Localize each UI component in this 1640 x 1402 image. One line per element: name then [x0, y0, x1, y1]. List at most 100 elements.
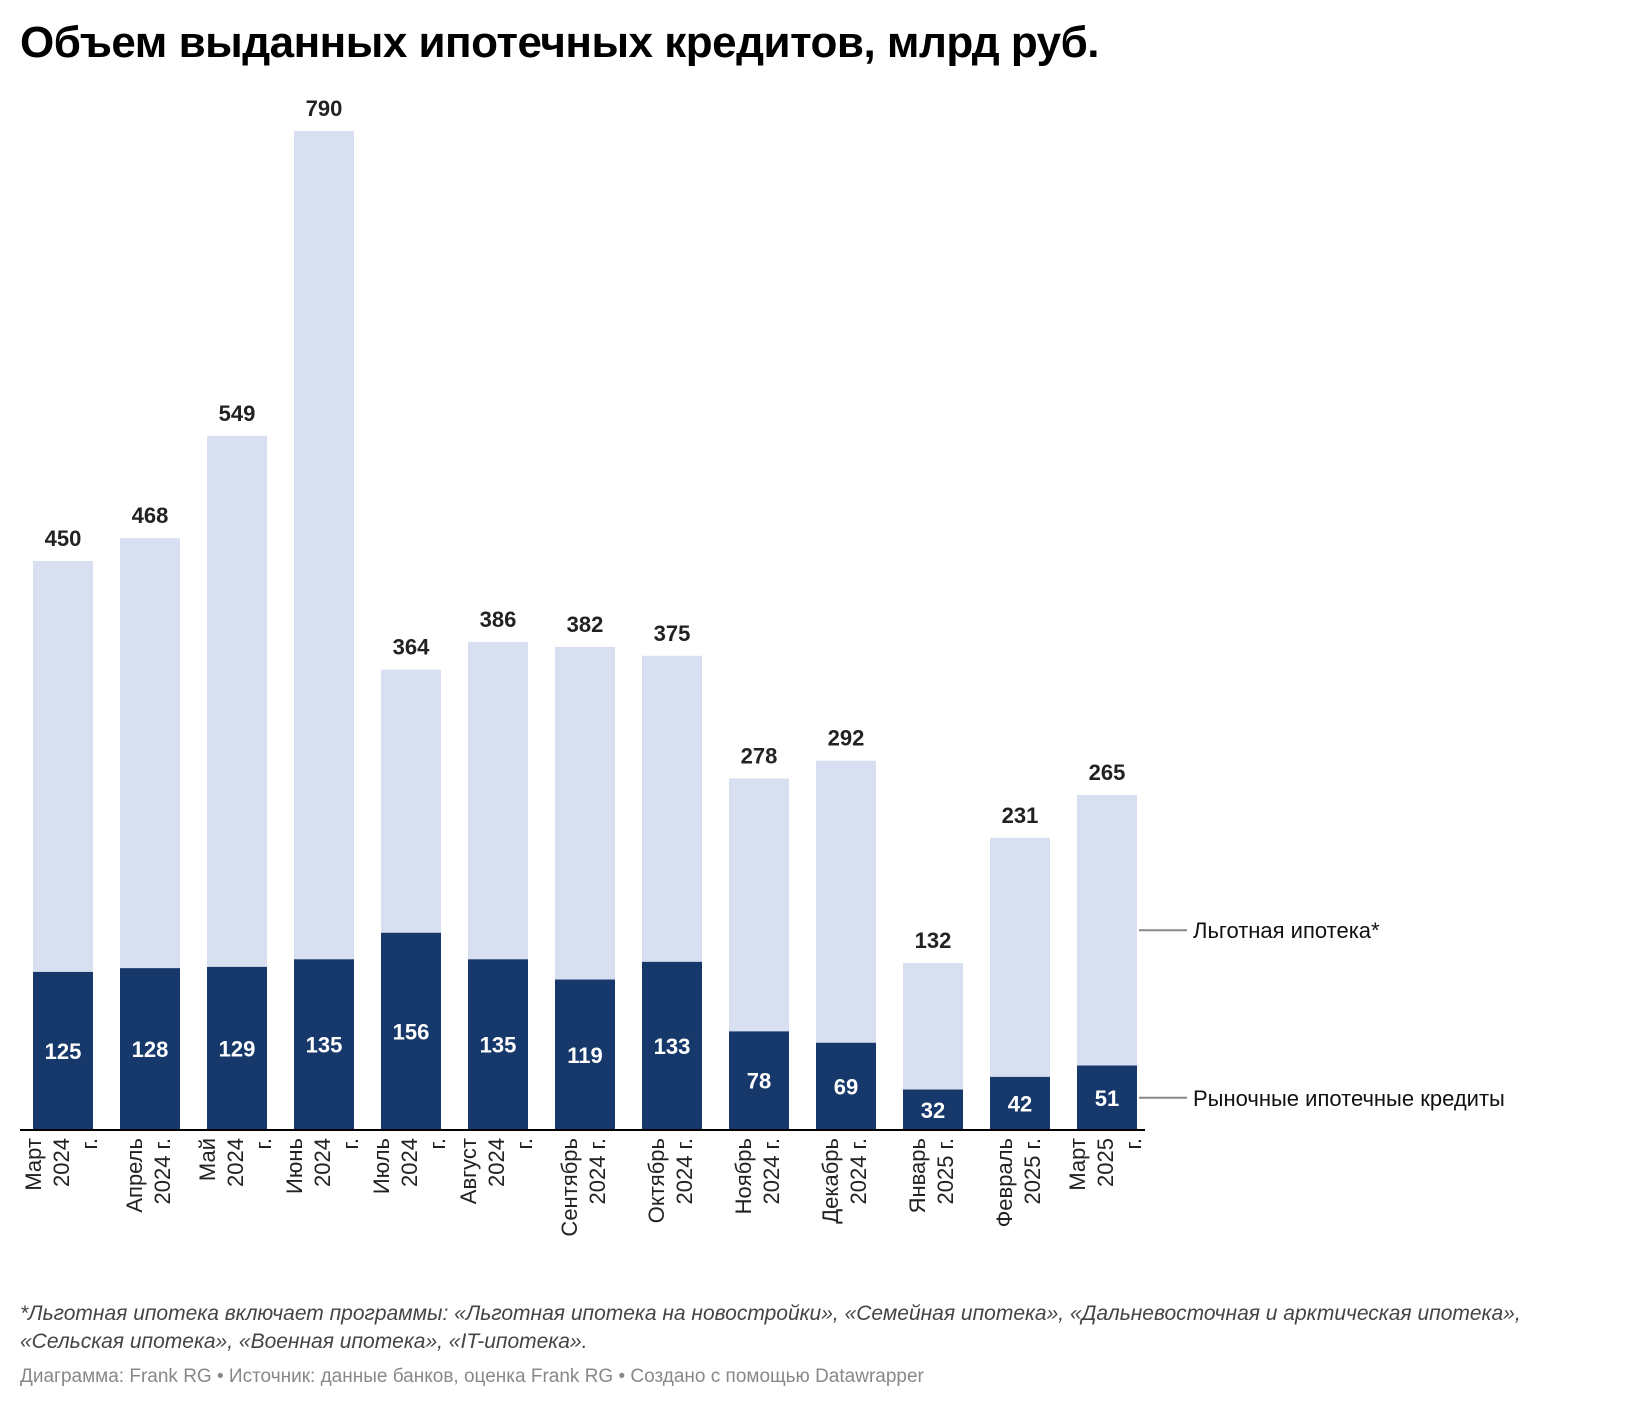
legend-label-market: Рыночные ипотечные кредиты	[1193, 1086, 1505, 1111]
market-value-label: 42	[1008, 1091, 1032, 1116]
x-tick-label-line: 2024 г.	[672, 1138, 697, 1205]
bar-preferential	[1077, 794, 1137, 1066]
market-value-label: 133	[654, 1034, 691, 1059]
x-tick-label-line: 2025 г.	[1020, 1138, 1045, 1205]
market-value-label: 156	[393, 1019, 430, 1044]
bar-market	[729, 1031, 789, 1130]
bar-preferential	[468, 641, 528, 960]
total-value-label: 468	[132, 503, 169, 528]
total-value-label: 231	[1002, 803, 1039, 828]
total-value-label: 375	[654, 621, 691, 646]
footnote: *Льготная ипотека включает программы: «Л…	[20, 1302, 1521, 1353]
x-tick-label: Август 2024 г.	[456, 1138, 537, 1204]
x-tick-label-line: Январь	[905, 1138, 930, 1213]
x-tick-label: Март 2025 г.	[1065, 1138, 1146, 1191]
x-tick-label-line: 2024 г.	[150, 1138, 175, 1205]
x-tick-label: Июнь 2024 г.	[282, 1138, 363, 1194]
bar-preferential	[33, 560, 93, 972]
bar-preferential	[903, 963, 963, 1090]
x-tick-label: Январь 2025 г.	[905, 1138, 958, 1213]
total-value-label: 132	[915, 928, 952, 953]
bar-preferential	[729, 778, 789, 1032]
bar-preferential	[120, 538, 180, 969]
total-value-label: 386	[480, 607, 517, 632]
x-tick-label-line: г.	[425, 1138, 450, 1149]
market-value-label: 78	[747, 1069, 771, 1094]
x-tick-label-line: г.	[512, 1138, 537, 1149]
x-tick-label-line: 2024 г.	[846, 1138, 871, 1205]
x-tick-label: Октябрь 2024 г.	[644, 1138, 697, 1223]
x-tick-label-line: г.	[1121, 1138, 1146, 1149]
x-tick-label-line: Май	[195, 1138, 220, 1181]
bar-market	[120, 968, 180, 1130]
market-value-label: 51	[1095, 1086, 1119, 1111]
x-tick-label: Сентябрь 2024 г.	[557, 1138, 610, 1237]
x-tick-label-line: Ноябрь	[731, 1138, 756, 1214]
x-tick-label: Июль 2024 г.	[369, 1138, 450, 1194]
x-tick-label-line: г.	[251, 1138, 276, 1149]
credits: Диаграмма: Frank RG • Источник: данные б…	[20, 1366, 924, 1387]
legend-label-preferential: Льготная ипотека*	[1193, 918, 1380, 943]
x-tick-label-line: Июль	[369, 1138, 394, 1194]
bar-preferential	[816, 760, 876, 1043]
market-value-label: 69	[834, 1074, 858, 1099]
bars-layer	[33, 131, 1137, 1130]
x-tick-label: Май 2024 г.	[195, 1138, 276, 1187]
bar-market	[903, 1089, 963, 1130]
bar-preferential	[642, 655, 702, 962]
x-tick-label-line: г.	[338, 1138, 363, 1149]
market-value-label: 135	[306, 1033, 343, 1058]
x-tick-label-line: Март	[21, 1138, 46, 1191]
x-tick-label-line: г.	[77, 1138, 102, 1149]
bar-preferential	[207, 435, 267, 967]
x-tick-label-line: Июнь	[282, 1138, 307, 1194]
x-tick-label-line: 2025	[1093, 1138, 1118, 1187]
x-tick-label-line: 2024	[484, 1138, 509, 1187]
legend: Льготная ипотека* Рыночные ипотечные кред…	[1139, 918, 1505, 1111]
bar-preferential	[294, 131, 354, 960]
x-tick-label-line: Октябрь	[644, 1138, 669, 1223]
x-tick-label: Февраль 2025 г.	[992, 1138, 1045, 1227]
market-value-label: 119	[567, 1043, 603, 1068]
bar-market	[990, 1076, 1050, 1130]
total-value-label: 790	[306, 96, 343, 121]
x-tick-label-line: Март	[1065, 1138, 1090, 1191]
bar-market	[33, 971, 93, 1130]
total-value-label: 278	[741, 743, 778, 768]
x-tick-label: Ноябрь 2024 г.	[731, 1138, 784, 1214]
bar-market	[294, 959, 354, 1130]
market-value-label: 129	[219, 1036, 256, 1061]
bar-preferential	[381, 669, 441, 933]
x-tick-label-line: 2024	[223, 1138, 248, 1187]
x-tick-label-line: Сентябрь	[557, 1138, 582, 1237]
bar-market	[555, 979, 615, 1130]
total-value-label: 364	[393, 635, 430, 660]
total-value-label: 265	[1089, 760, 1126, 785]
x-tick-label: Апрель 2024 г.	[122, 1138, 175, 1213]
x-tick-label-line: 2024 г.	[759, 1138, 784, 1205]
bar-market	[207, 966, 267, 1130]
total-value-label: 549	[219, 401, 256, 426]
market-value-label: 135	[480, 1033, 517, 1058]
x-tick-label-line: Декабрь	[818, 1138, 843, 1224]
bar-preferential	[555, 646, 615, 980]
bar-market	[816, 1042, 876, 1130]
total-value-label: 382	[567, 612, 604, 637]
x-tick-label: Декабрь 2024 г.	[818, 1138, 871, 1224]
bar-market	[642, 961, 702, 1130]
x-tick-label-line: 2025 г.	[933, 1138, 958, 1205]
chart-title: Объем выданных ипотечных кредитов, млрд …	[20, 18, 1100, 67]
total-value-label: 292	[828, 726, 865, 751]
bar-market	[468, 959, 528, 1130]
market-value-label: 128	[132, 1037, 169, 1062]
x-tick-label: Март 2024 г.	[21, 1138, 102, 1191]
bar-market	[1077, 1065, 1137, 1130]
market-value-label: 125	[45, 1039, 82, 1064]
bar-market	[381, 932, 441, 1130]
total-value-label: 450	[45, 526, 82, 551]
market-value-label: 32	[921, 1098, 945, 1123]
x-tick-label-line: Апрель	[122, 1138, 147, 1213]
x-tick-label-line: Август	[456, 1138, 481, 1204]
